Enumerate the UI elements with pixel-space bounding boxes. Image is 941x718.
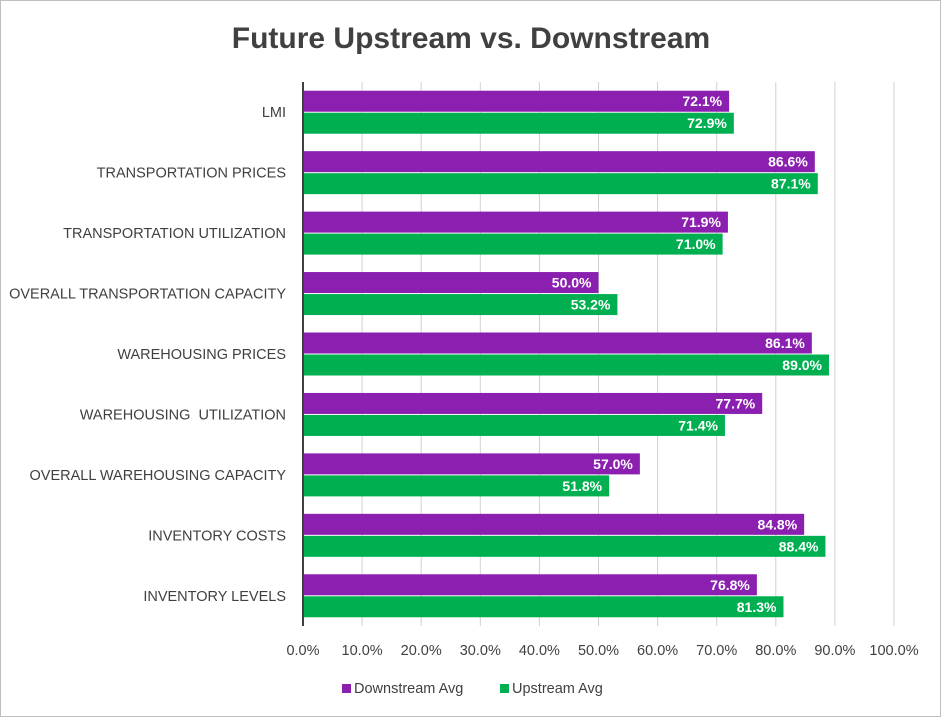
bar-downstream-avg (303, 211, 728, 233)
bar-downstream-avg (303, 90, 730, 112)
chart-title: Future Upstream vs. Downstream (232, 22, 710, 55)
data-label: 76.8% (710, 577, 750, 593)
x-tick-label: 20.0% (401, 643, 442, 659)
bar-downstream-avg (303, 151, 815, 173)
legend: Downstream Avg Upstream Avg (342, 681, 603, 697)
x-tick-label: 0.0% (286, 643, 319, 659)
data-label: 77.7% (716, 395, 756, 411)
data-label: 71.9% (681, 214, 721, 230)
data-label: 53.2% (571, 297, 611, 313)
bar-upstream-avg (303, 112, 734, 134)
data-label: 84.8% (757, 516, 797, 532)
data-label: 72.1% (682, 93, 722, 109)
data-label: 89.0% (782, 357, 822, 373)
category-label: INVENTORY LEVELS (143, 589, 286, 605)
category-label: OVERALL WAREHOUSING CAPACITY (30, 468, 287, 484)
bar-downstream-avg (303, 332, 812, 354)
x-tick-label: 90.0% (814, 643, 855, 659)
data-label: 71.0% (676, 236, 716, 252)
bar-upstream-avg (303, 596, 784, 618)
x-tick-label: 30.0% (460, 643, 501, 659)
data-label: 57.0% (593, 456, 633, 472)
category-label: WAREHOUSING UTILIZATION (80, 407, 286, 423)
legend-label: Upstream Avg (512, 681, 603, 697)
data-label: 51.8% (562, 478, 602, 494)
category-label: LMI (262, 105, 286, 121)
x-axis-tick-labels: 0.0% 10.0% 20.0% 30.0% 40.0% 50.0% 60.0% 70.0% 8… (286, 643, 918, 659)
x-tick-label: 100.0% (869, 643, 918, 659)
bars: 72.1% 72.9% 86.6% 87.1% 71.9% 71.0% 50.0% 53.2%… (303, 90, 829, 618)
bar-upstream-avg (303, 354, 829, 376)
data-label: 81.3% (737, 599, 777, 615)
data-label: 86.6% (768, 154, 808, 170)
x-tick-label: 60.0% (637, 643, 678, 659)
bar-downstream-avg (303, 272, 599, 294)
bar-upstream-avg (303, 233, 723, 255)
bar-upstream-avg (303, 173, 818, 195)
data-label: 71.4% (678, 417, 718, 433)
data-label: 50.0% (552, 275, 592, 291)
data-label: 72.9% (687, 115, 727, 131)
category-label: OVERALL TRANSPORTATION CAPACITY (9, 287, 286, 303)
category-label: WAREHOUSING PRICES (117, 347, 286, 363)
bar-downstream-avg (303, 392, 763, 414)
category-label: TRANSPORTATION PRICES (97, 166, 286, 182)
bar-upstream-avg (303, 475, 610, 497)
bar-downstream-avg (303, 513, 805, 535)
bar-upstream-avg (303, 414, 725, 436)
x-tick-label: 80.0% (755, 643, 796, 659)
bar-downstream-avg (303, 453, 640, 475)
category-label: INVENTORY COSTS (148, 528, 286, 544)
category-labels: LMI TRANSPORTATION PRICES TRANSPORTATION U… (9, 105, 286, 605)
x-tick-label: 40.0% (519, 643, 560, 659)
data-label: 88.4% (779, 538, 819, 554)
x-tick-label: 10.0% (342, 643, 383, 659)
data-label: 87.1% (771, 176, 811, 192)
bar-downstream-avg (303, 574, 757, 596)
bar-upstream-avg (303, 535, 826, 557)
x-tick-label: 50.0% (578, 643, 619, 659)
legend-label: Downstream Avg (354, 681, 463, 697)
data-label: 86.1% (765, 335, 805, 351)
gridlines (361, 82, 895, 626)
category-label: TRANSPORTATION UTILIZATION (63, 226, 286, 242)
x-tick-label: 70.0% (696, 643, 737, 659)
legend-swatch-upstream-avg (500, 684, 509, 693)
bar-upstream-avg (303, 294, 618, 316)
legend-swatch-downstream-avg (342, 684, 351, 693)
